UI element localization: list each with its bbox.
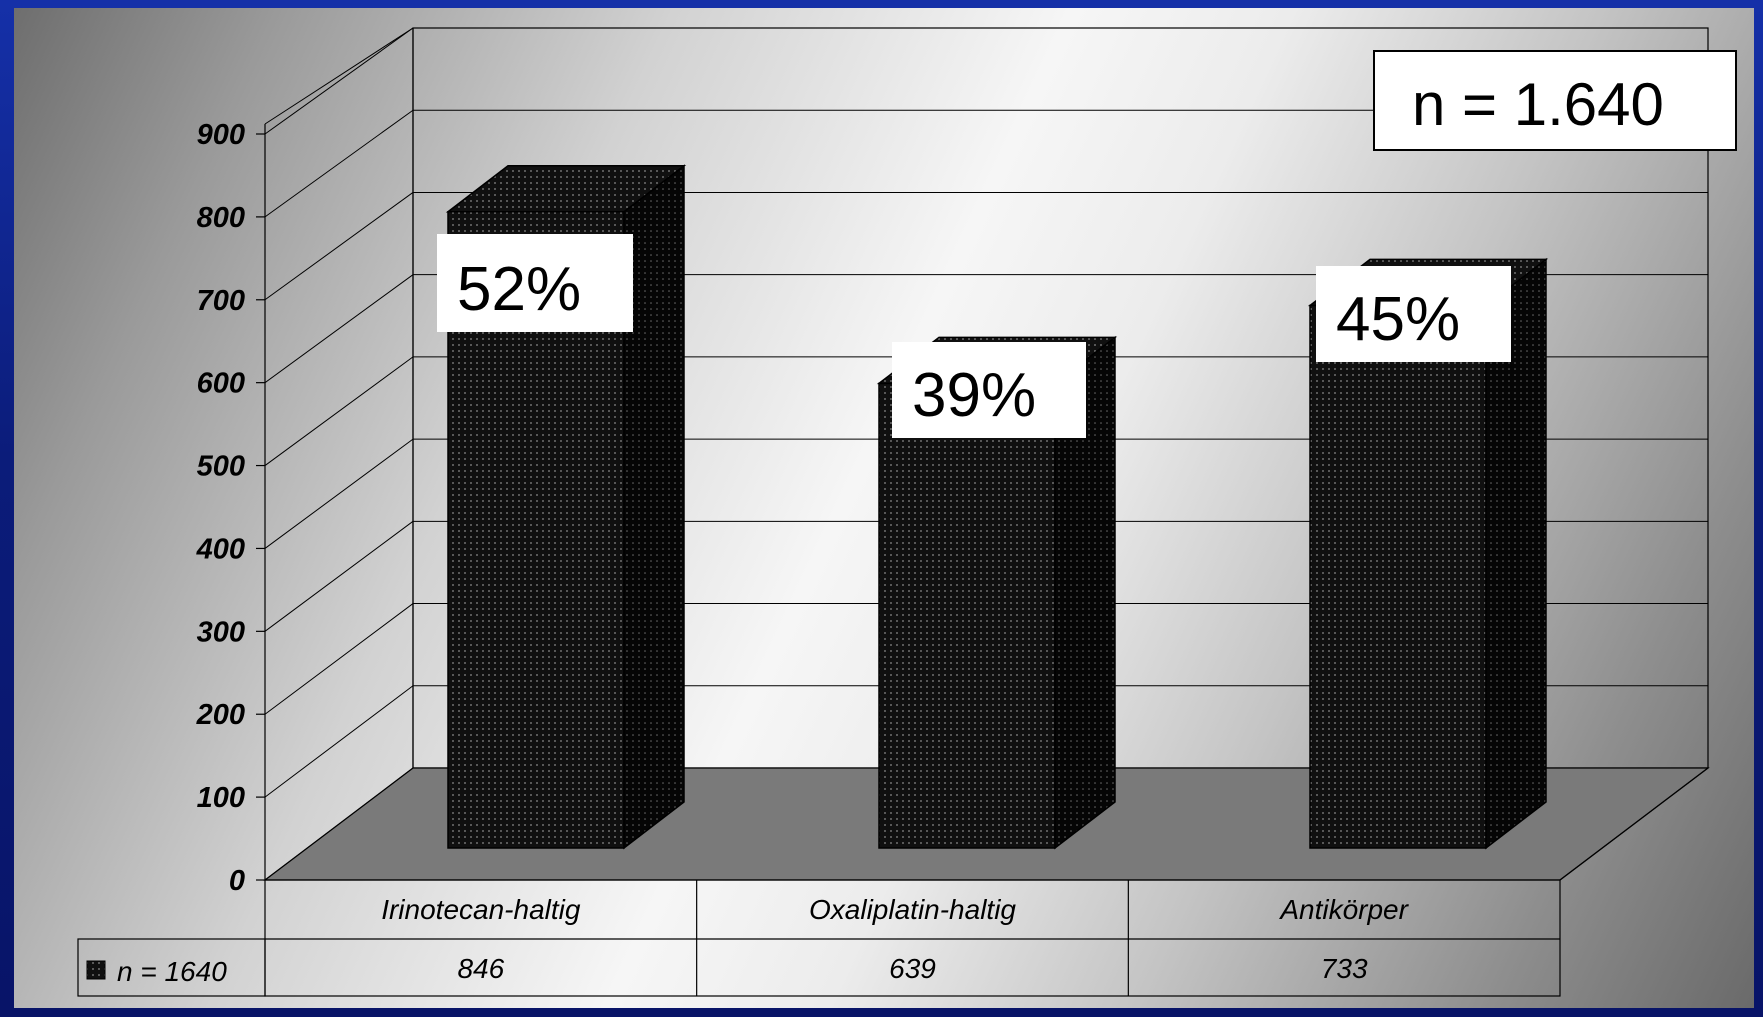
y-tick-label: 300	[197, 616, 245, 648]
x-category-label: Oxaliplatin-haltig	[809, 894, 1016, 925]
bar-top	[445, 165, 687, 213]
gridline-side	[264, 192, 414, 301]
y-tick-label: 600	[197, 368, 245, 400]
percent-label-box	[892, 342, 1086, 438]
data-table-value: 846	[457, 953, 504, 984]
floor-right-edge	[1559, 767, 1709, 881]
percent-label-box	[437, 234, 633, 332]
gridline-side	[264, 109, 414, 218]
data-table-value: 639	[889, 953, 936, 984]
percent-label-text: 39%	[912, 361, 1036, 430]
data-table-body	[264, 879, 1561, 997]
y-tick-label: 0	[229, 865, 245, 897]
y-tick-label: 100	[197, 782, 245, 814]
bar-front	[1309, 304, 1487, 849]
gridline-side	[264, 685, 414, 798]
gridline-side	[264, 438, 414, 549]
percent-label-text: 52%	[457, 255, 581, 324]
bar-front	[878, 382, 1056, 849]
x-category-label: Antikörper	[1278, 894, 1409, 925]
gridline-side	[264, 603, 414, 715]
legend-swatch	[86, 960, 106, 980]
percent-label-2: 39%	[892, 342, 1086, 438]
n-annotation: n = 1.640	[1373, 50, 1737, 151]
percent-label-3: 45%	[1316, 266, 1511, 362]
gridline-side	[264, 767, 414, 881]
y-tick-label: 200	[196, 699, 245, 731]
y-tick-label: 700	[197, 285, 245, 317]
y-tick-label: 500	[197, 451, 245, 483]
data-table-value: 733	[1321, 953, 1368, 984]
legend-series-label: n = 1640	[117, 956, 227, 987]
n-annotation-box	[1373, 50, 1737, 151]
percent-label-text: 45%	[1336, 285, 1460, 354]
y-tick-label: 800	[197, 202, 245, 234]
gridline-side	[264, 520, 414, 632]
side-wall-top	[264, 27, 414, 125]
data-table-legend-cell	[77, 938, 266, 997]
n-annotation-text: n = 1.640	[1412, 71, 1664, 138]
y-tick-label: 400	[196, 533, 245, 565]
percent-label-1: 52%	[437, 234, 633, 332]
gridline-side	[264, 27, 414, 135]
gridline-side	[264, 356, 414, 466]
y-tick-label: 900	[197, 119, 245, 151]
gridline-side	[264, 274, 414, 384]
x-category-label: Irinotecan-haltig	[381, 894, 581, 925]
percent-label-box	[1316, 266, 1511, 362]
